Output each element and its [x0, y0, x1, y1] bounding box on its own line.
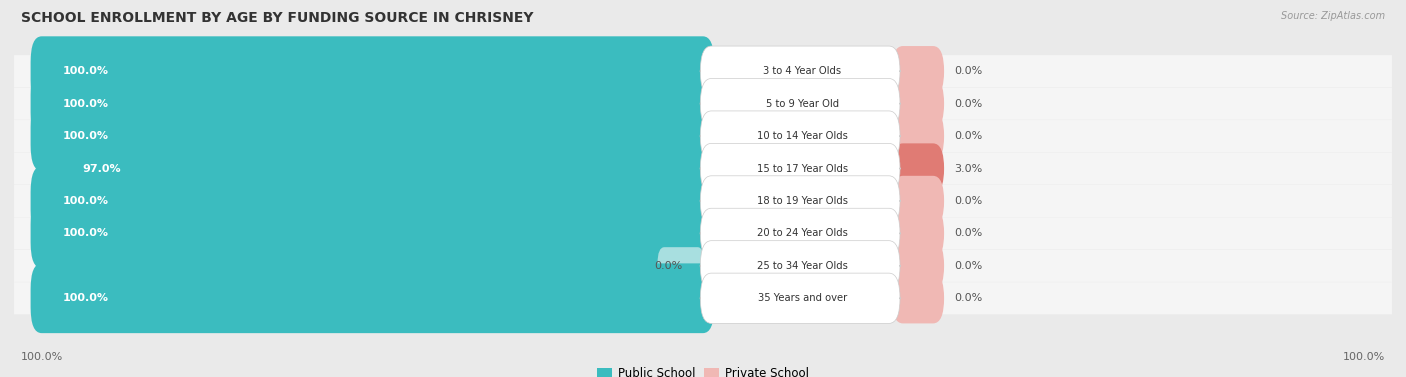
FancyBboxPatch shape: [31, 264, 714, 333]
Text: 25 to 34 Year Olds: 25 to 34 Year Olds: [756, 261, 848, 271]
FancyBboxPatch shape: [14, 282, 1392, 314]
FancyBboxPatch shape: [700, 208, 900, 259]
Text: 100.0%: 100.0%: [62, 131, 108, 141]
Text: 20 to 24 Year Olds: 20 to 24 Year Olds: [756, 228, 848, 238]
FancyBboxPatch shape: [14, 185, 1392, 217]
Text: 0.0%: 0.0%: [953, 131, 981, 141]
Text: SCHOOL ENROLLMENT BY AGE BY FUNDING SOURCE IN CHRISNEY: SCHOOL ENROLLMENT BY AGE BY FUNDING SOUR…: [21, 11, 534, 25]
Text: 100.0%: 100.0%: [62, 66, 108, 76]
FancyBboxPatch shape: [14, 87, 1392, 120]
FancyBboxPatch shape: [14, 250, 1392, 282]
Text: 15 to 17 Year Olds: 15 to 17 Year Olds: [756, 164, 848, 173]
FancyBboxPatch shape: [700, 143, 900, 194]
Text: 0.0%: 0.0%: [953, 196, 981, 206]
Text: Source: ZipAtlas.com: Source: ZipAtlas.com: [1281, 11, 1385, 21]
Text: 5 to 9 Year Old: 5 to 9 Year Old: [766, 99, 839, 109]
Text: 18 to 19 Year Olds: 18 to 19 Year Olds: [756, 196, 848, 206]
Text: 100.0%: 100.0%: [62, 99, 108, 109]
FancyBboxPatch shape: [31, 166, 714, 236]
FancyBboxPatch shape: [31, 199, 714, 268]
FancyBboxPatch shape: [51, 133, 714, 203]
FancyBboxPatch shape: [700, 78, 900, 129]
FancyBboxPatch shape: [700, 273, 900, 323]
FancyBboxPatch shape: [891, 111, 945, 161]
FancyBboxPatch shape: [700, 111, 900, 161]
Text: 0.0%: 0.0%: [953, 228, 981, 238]
Legend: Public School, Private School: Public School, Private School: [598, 367, 808, 377]
FancyBboxPatch shape: [891, 241, 945, 291]
FancyBboxPatch shape: [891, 273, 945, 323]
Text: 0.0%: 0.0%: [654, 261, 682, 271]
Text: 100.0%: 100.0%: [62, 228, 108, 238]
FancyBboxPatch shape: [891, 176, 945, 226]
Text: 100.0%: 100.0%: [1343, 352, 1385, 362]
FancyBboxPatch shape: [31, 36, 714, 106]
FancyBboxPatch shape: [891, 208, 945, 259]
Text: 100.0%: 100.0%: [21, 352, 63, 362]
Text: 3 to 4 Year Olds: 3 to 4 Year Olds: [763, 66, 841, 76]
Text: 100.0%: 100.0%: [62, 196, 108, 206]
FancyBboxPatch shape: [700, 46, 900, 97]
FancyBboxPatch shape: [658, 247, 704, 285]
FancyBboxPatch shape: [14, 120, 1392, 152]
Text: 0.0%: 0.0%: [953, 66, 981, 76]
Text: 10 to 14 Year Olds: 10 to 14 Year Olds: [756, 131, 848, 141]
FancyBboxPatch shape: [891, 78, 945, 129]
Text: 97.0%: 97.0%: [82, 164, 121, 173]
Text: 0.0%: 0.0%: [953, 293, 981, 303]
Text: 100.0%: 100.0%: [62, 293, 108, 303]
Text: 3.0%: 3.0%: [953, 164, 981, 173]
FancyBboxPatch shape: [14, 217, 1392, 250]
FancyBboxPatch shape: [14, 152, 1392, 185]
Text: 35 Years and over: 35 Years and over: [758, 293, 846, 303]
FancyBboxPatch shape: [700, 176, 900, 226]
Text: 0.0%: 0.0%: [953, 261, 981, 271]
FancyBboxPatch shape: [14, 55, 1392, 87]
FancyBboxPatch shape: [31, 101, 714, 171]
FancyBboxPatch shape: [891, 46, 945, 97]
Text: 0.0%: 0.0%: [953, 99, 981, 109]
FancyBboxPatch shape: [700, 241, 900, 291]
FancyBboxPatch shape: [891, 143, 945, 194]
FancyBboxPatch shape: [31, 69, 714, 138]
